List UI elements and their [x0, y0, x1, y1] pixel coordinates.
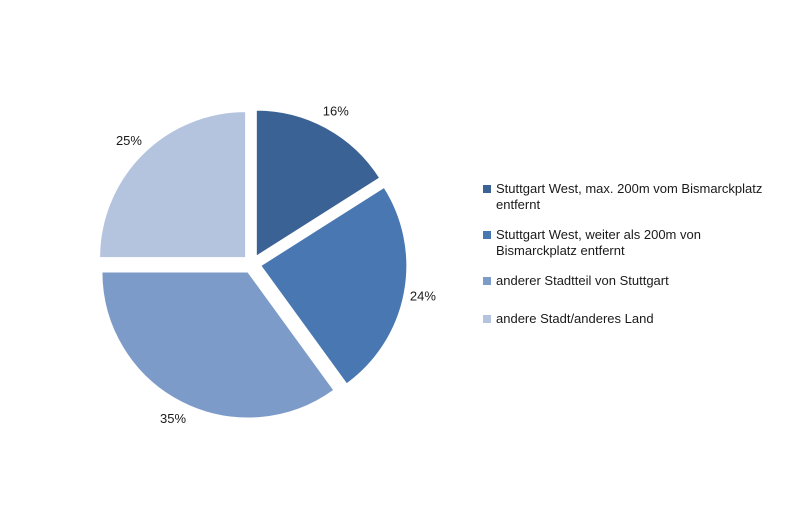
legend-item-stuttgart-west-near: Stuttgart West, max. 200m vom Bismarckpl… [483, 181, 783, 213]
pie-slice-4 [99, 111, 247, 259]
pie-value-label-4: 25% [116, 133, 142, 148]
pie-slice-1 [255, 109, 381, 258]
legend-swatch [483, 185, 491, 193]
pie-value-label-2: 24% [410, 289, 436, 304]
legend-item-other-city: andere Stadt/anderes Land [483, 311, 783, 327]
pie-slice-2 [260, 186, 408, 385]
legend: Stuttgart West, max. 200m vom Bismarckpl… [483, 181, 783, 349]
pie-value-label-3: 35% [160, 411, 186, 426]
legend-label: andere Stadt/anderes Land [496, 311, 654, 326]
legend-item-stuttgart-west-far: Stuttgart West, weiter als 200m von Bism… [483, 227, 783, 259]
legend-swatch [483, 277, 491, 285]
legend-item-other-district: anderer Stadtteil von Stuttgart [483, 273, 783, 289]
pie-value-label-1: 16% [323, 104, 349, 119]
legend-label: Stuttgart West, weiter als 200m von Bism… [496, 227, 701, 258]
pie-slices [99, 109, 408, 419]
pie-slice-3 [101, 271, 335, 419]
legend-label: Stuttgart West, max. 200m vom Bismarckpl… [496, 181, 763, 212]
legend-label: anderer Stadtteil von Stuttgart [496, 273, 669, 288]
legend-swatch [483, 315, 491, 323]
pie-value-labels: 16% 24% 35% 25% [116, 104, 436, 427]
legend-swatch [483, 231, 491, 239]
